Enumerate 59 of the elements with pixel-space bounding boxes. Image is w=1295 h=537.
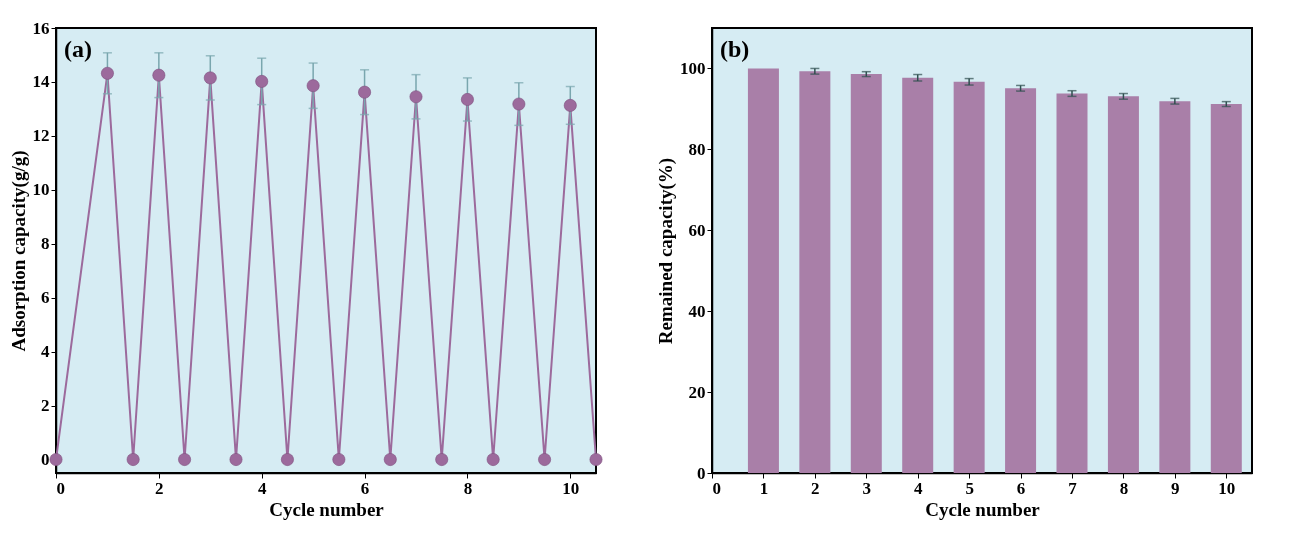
- x-tick-label: 0: [56, 478, 65, 498]
- y-axis-title: Remained capacity(%): [655, 157, 677, 345]
- point: [332, 453, 346, 466]
- x-tick-label: 10: [562, 478, 580, 498]
- x-axis-title: Cycle number: [269, 498, 385, 520]
- x-tick-label: 10: [1218, 478, 1236, 498]
- y-tick-label: 4: [41, 342, 50, 362]
- point: [358, 85, 371, 99]
- point: [229, 453, 243, 466]
- y-tick-label: 2: [41, 396, 50, 416]
- x-tick-label: 2: [811, 478, 820, 498]
- point: [255, 74, 269, 88]
- point: [563, 98, 577, 112]
- point: [126, 453, 140, 466]
- y-tick-label: 60: [688, 220, 706, 240]
- y-tick-label: 10: [32, 180, 50, 200]
- annotation: (a): [64, 36, 92, 62]
- point: [281, 453, 294, 466]
- point: [152, 68, 166, 82]
- y-tick-label: 40: [688, 301, 706, 321]
- y-tick-label: 20: [688, 382, 706, 402]
- point: [409, 90, 423, 104]
- point: [538, 453, 551, 466]
- x-tick-label: 6: [1016, 478, 1026, 498]
- x-tick-label: 2: [155, 478, 164, 498]
- point: [461, 93, 474, 106]
- y-tick-label: 14: [32, 72, 50, 92]
- x-tick-label: 0: [712, 478, 721, 498]
- y-tick-label: 80: [688, 139, 706, 159]
- y-tick-label: 16: [32, 18, 50, 38]
- x-tick-label: 4: [257, 478, 267, 498]
- y-tick-label: 8: [41, 234, 50, 254]
- point: [49, 453, 63, 466]
- x-tick-label: 1: [759, 478, 769, 498]
- x-tick-label: 8: [1119, 478, 1129, 498]
- x-tick-label: 4: [913, 478, 923, 498]
- x-tick-label: 5: [965, 478, 974, 498]
- y-tick-label: 12: [32, 126, 50, 146]
- point: [101, 66, 114, 80]
- y-tick-label: 100: [680, 58, 706, 78]
- y-tick-label: 0: [41, 450, 50, 470]
- point: [589, 453, 603, 466]
- point: [306, 79, 320, 93]
- x-axis-title: Cycle number: [925, 498, 1041, 520]
- x-tick-label: 6: [360, 478, 370, 498]
- point: [178, 453, 191, 466]
- point: [512, 97, 526, 111]
- x-tick-label: 7: [1068, 478, 1078, 498]
- point: [486, 453, 500, 466]
- x-tick-label: 9: [1171, 478, 1180, 498]
- y-tick-label: 6: [41, 288, 50, 308]
- annotation: (b): [720, 36, 750, 62]
- point: [203, 71, 217, 85]
- point: [383, 453, 397, 466]
- point: [435, 453, 449, 466]
- x-tick-label: 8: [463, 478, 473, 498]
- y-axis-title: Adsorption capacity(g/g): [7, 150, 30, 352]
- y-tick-label: 0: [697, 463, 706, 483]
- x-tick-label: 3: [862, 478, 872, 498]
